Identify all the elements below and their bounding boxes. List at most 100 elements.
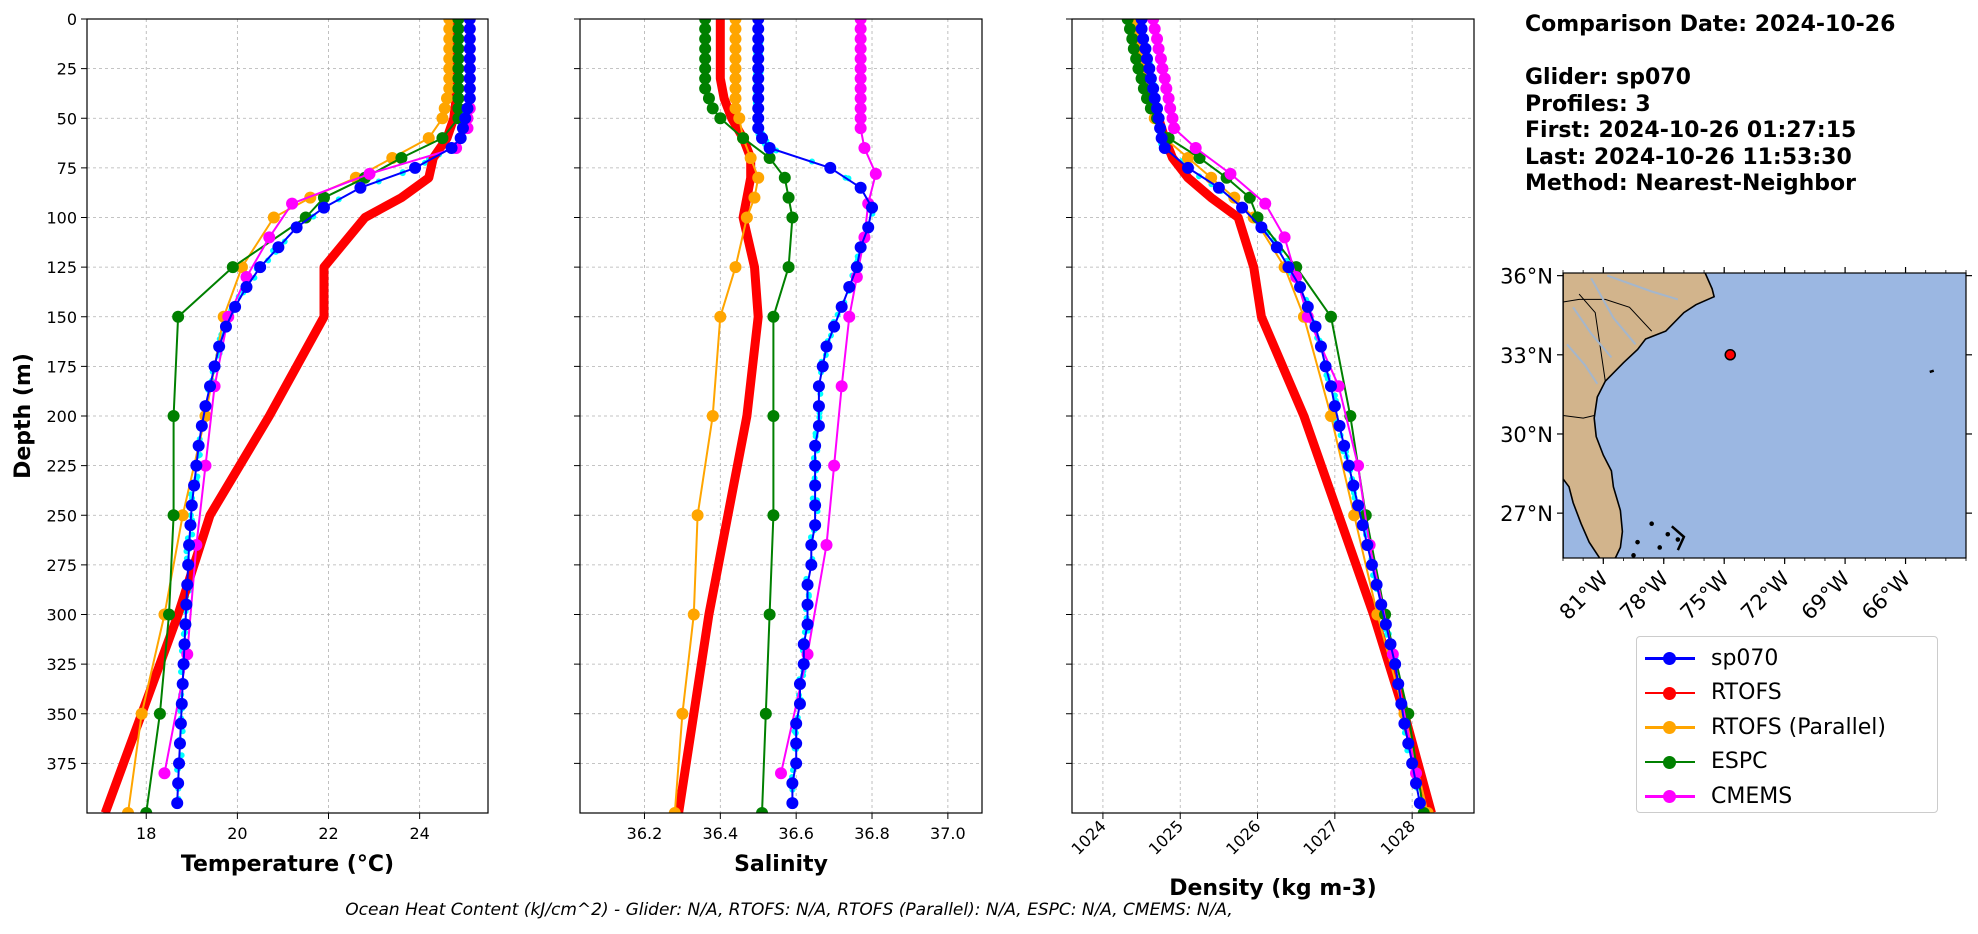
data-point — [443, 22, 456, 35]
data-point — [190, 459, 203, 472]
river — [1572, 306, 1613, 359]
data-point — [1158, 72, 1171, 85]
map-x-tick-label: 81°W — [1555, 566, 1613, 624]
comparison-date: Comparison Date: 2024-10-26 — [1525, 12, 1896, 37]
data-point — [752, 62, 765, 75]
data-point — [1365, 558, 1378, 571]
data-point — [854, 102, 867, 115]
series-line-cmems — [1152, 19, 1417, 774]
map-x-tick-label: 72°W — [1736, 566, 1794, 624]
data-point — [167, 410, 180, 422]
y-tick-label: 175 — [46, 357, 77, 376]
data-point — [1402, 737, 1415, 750]
island — [1615, 561, 1620, 566]
x-tick-label: 1027 — [1299, 816, 1341, 858]
map-y-tick-label: 30°N — [1500, 423, 1553, 447]
data-point — [1154, 52, 1167, 65]
data-point — [463, 19, 476, 25]
data-point — [729, 42, 742, 55]
data-point — [1278, 231, 1291, 244]
data-point — [436, 132, 449, 145]
data-point — [1156, 62, 1169, 75]
x-tick-label: 1026 — [1222, 816, 1264, 858]
data-point — [1324, 310, 1337, 323]
data-point — [208, 360, 221, 373]
y-tick-label: 25 — [57, 60, 77, 79]
data-point — [1181, 151, 1194, 164]
data-point — [854, 52, 867, 65]
data-point — [1255, 221, 1268, 234]
data-point — [1147, 82, 1160, 95]
data-point — [1392, 677, 1405, 690]
y-tick-label: 0 — [67, 10, 77, 29]
data-point — [443, 19, 456, 25]
panel-0: 18 20 22 24 0 25 50 75 100 125 150 175 200 225 250 275 3… — [11, 10, 489, 877]
y-tick-label: 100 — [46, 209, 77, 228]
data-point — [812, 380, 825, 393]
data-point — [782, 191, 795, 204]
x-axis-label: Salinity — [734, 852, 828, 877]
data-point — [699, 22, 712, 35]
data-point — [452, 82, 465, 95]
data-point — [173, 737, 186, 750]
data-point — [363, 167, 376, 180]
data-point — [452, 92, 465, 105]
glider-name: Glider: sp070 — [1525, 65, 1691, 90]
data-point — [706, 410, 719, 422]
data-point — [463, 42, 476, 55]
data-point — [759, 707, 772, 720]
y-axis-label: Depth (m) — [11, 353, 36, 479]
data-point — [752, 92, 765, 105]
map-y-tick-label: 33°N — [1500, 344, 1553, 368]
data-point — [199, 459, 212, 472]
data-point — [835, 380, 848, 393]
legend-swatch — [1643, 786, 1697, 806]
data-point — [854, 82, 867, 95]
data-point — [854, 122, 867, 135]
data-point — [752, 82, 765, 95]
data-point — [173, 757, 186, 770]
data-point — [213, 340, 226, 353]
data-point — [422, 132, 435, 145]
data-point — [1132, 62, 1145, 75]
y-tick-label: 275 — [46, 556, 77, 575]
data-point — [1352, 499, 1365, 512]
data-point — [854, 62, 867, 75]
river — [1590, 277, 1637, 345]
last-time: Last: 2024-10-26 11:53:30 — [1525, 144, 1852, 170]
data-point — [1137, 82, 1150, 95]
data-point — [1193, 151, 1206, 164]
data-point — [1319, 360, 1332, 373]
data-point — [737, 132, 750, 145]
data-point — [801, 618, 814, 631]
data-point — [1370, 578, 1383, 591]
data-point — [793, 697, 806, 710]
data-point — [1154, 122, 1167, 135]
data-point — [854, 32, 867, 45]
data-point — [1135, 72, 1148, 85]
data-point — [687, 608, 700, 621]
data-point — [778, 171, 791, 184]
x-tick-label: 1025 — [1145, 816, 1187, 858]
x-axis-label: Density (kg m-3) — [1169, 876, 1377, 901]
data-point — [195, 419, 208, 432]
data-point — [184, 519, 197, 532]
panel-1: 36.2 36.4 36.6 36.8 37.0 Salinity — [574, 18, 983, 877]
data-point — [729, 32, 742, 45]
data-point — [752, 112, 765, 125]
x-tick-label: 36.2 — [627, 824, 663, 843]
y-tick-label: 200 — [46, 407, 77, 426]
data-point — [729, 102, 742, 115]
data-point — [135, 707, 148, 720]
data-point — [183, 539, 196, 552]
plot-area — [100, 19, 476, 813]
data-point — [1259, 197, 1272, 210]
data-point — [790, 737, 803, 750]
data-point — [1139, 42, 1152, 55]
data-point — [263, 231, 276, 244]
legend-swatch — [1643, 717, 1697, 737]
data-point — [854, 42, 867, 55]
data-point — [1135, 19, 1148, 25]
data-point — [786, 777, 799, 790]
